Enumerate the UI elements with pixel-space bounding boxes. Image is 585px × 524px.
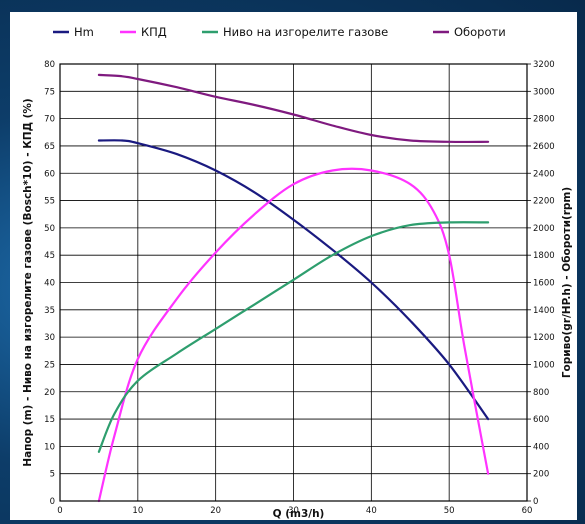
y-axis-right-title: Гориво(gr/HP.h) - Обороти(rpm) xyxy=(561,187,573,378)
y-left-tick-label: 45 xyxy=(44,251,55,261)
legend: Hm КПД Ниво на изгорелите газове Обороти xyxy=(53,25,506,39)
y-left-tick-label: 0 xyxy=(50,497,55,507)
y-right-tick-label: 600 xyxy=(533,415,549,425)
y-right-tick-label: 1400 xyxy=(533,306,555,316)
series-line-kpd xyxy=(97,167,490,503)
y-left-tick-label: 80 xyxy=(44,60,55,70)
y-right-tick-label: 0 xyxy=(533,497,538,507)
y-right-tick-label: 2200 xyxy=(533,197,555,207)
series-line-hm xyxy=(97,139,490,421)
y-right-tick-label: 2600 xyxy=(533,142,555,152)
grid xyxy=(59,63,528,502)
x-tick-label: 50 xyxy=(444,506,455,516)
y-left-tick-label: 40 xyxy=(44,279,55,289)
axes xyxy=(59,63,531,502)
x-tick-label: 40 xyxy=(366,506,377,516)
y-right-tick-label: 2000 xyxy=(533,224,555,234)
y-right-tick-label: 1200 xyxy=(533,333,555,343)
y-left-tick-label: 25 xyxy=(44,360,55,370)
chart-panel: Hm КПД Ниво на изгорелите газове Обороти 0 5… xyxy=(10,12,577,520)
y-right-tick-label: 1600 xyxy=(533,279,555,289)
pump-performance-chart: Hm КПД Ниво на изгорелите газове Обороти 0 5… xyxy=(22,25,573,520)
legend-label-hm: Hm xyxy=(74,25,94,39)
y-right-tick-label: 1800 xyxy=(533,251,555,261)
legend-label-kpd: КПД xyxy=(141,25,167,39)
x-tick-label: 10 xyxy=(132,506,143,516)
x-axis-title: Q (m3/h) xyxy=(273,508,325,520)
y-right-tick-label: 2400 xyxy=(533,169,555,179)
y-right-tick-label: 1000 xyxy=(533,360,555,370)
y-left-tick-label: 10 xyxy=(44,442,55,452)
plot-border xyxy=(59,63,528,502)
y-right-tick-label: 3200 xyxy=(533,60,555,70)
legend-label-exhaust-level: Ниво на изгорелите газове xyxy=(223,25,388,39)
tick-labels: 0510152025303540455055606570758002004006… xyxy=(44,60,554,516)
y-left-tick-label: 5 xyxy=(50,470,55,480)
y-left-tick-label: 55 xyxy=(44,197,55,207)
y-left-tick-label: 50 xyxy=(44,224,55,234)
x-tick-label: 30 xyxy=(288,506,299,516)
y-right-tick-label: 2800 xyxy=(533,115,555,125)
y-right-tick-label: 200 xyxy=(533,470,549,480)
y-axis-left-title: Напор (m) - Ниво на изгорелите газове (B… xyxy=(22,98,34,466)
x-tick-label: 0 xyxy=(57,506,62,516)
y-left-tick-label: 15 xyxy=(44,415,55,425)
y-left-tick-label: 75 xyxy=(44,87,55,97)
series-lines xyxy=(97,73,490,503)
y-left-tick-label: 20 xyxy=(44,388,55,398)
x-tick-label: 20 xyxy=(210,506,221,516)
x-tick-label: 60 xyxy=(522,506,533,516)
y-left-tick-label: 30 xyxy=(44,333,55,343)
y-right-tick-label: 800 xyxy=(533,388,549,398)
y-left-tick-label: 60 xyxy=(44,169,55,179)
y-left-tick-label: 65 xyxy=(44,142,55,152)
series-line-exhaust-level xyxy=(97,221,490,453)
y-right-tick-label: 400 xyxy=(533,442,549,452)
series-line-rpm xyxy=(97,73,490,144)
y-left-tick-label: 35 xyxy=(44,306,55,316)
y-right-tick-label: 3000 xyxy=(533,87,555,97)
y-left-tick-label: 70 xyxy=(44,115,55,125)
legend-label-rpm: Обороти xyxy=(454,25,506,39)
